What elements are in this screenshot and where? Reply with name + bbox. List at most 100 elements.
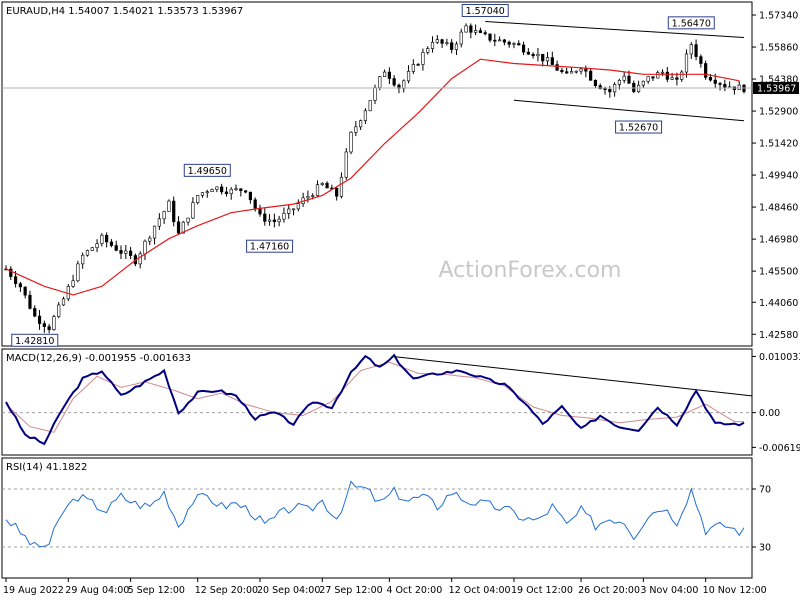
candle-body [459, 31, 463, 45]
candle-body [512, 43, 516, 45]
candle-body [608, 89, 612, 93]
candle-body [507, 41, 511, 45]
candle-body [550, 57, 554, 65]
candle-body [47, 326, 51, 330]
candle-body [349, 132, 353, 153]
candle-body [713, 79, 717, 84]
y-tick-label: 1.42580 [759, 330, 798, 341]
candle-body [521, 44, 526, 53]
candle-body [704, 63, 708, 78]
candle-body [42, 323, 46, 327]
candle-body [359, 120, 363, 128]
candle-body [723, 84, 727, 88]
candle-body [162, 211, 166, 220]
candle-body [440, 39, 444, 44]
candle-body [105, 234, 109, 243]
x-tick-label: 3 Nov 04:00 [640, 585, 698, 596]
axes: 1.57340 1.55860 1.54380 1.52900 1.51420 1.499… [3, 11, 800, 596]
y-tick-label: 1.51420 [759, 139, 798, 150]
candle-body [617, 80, 622, 85]
candle-body [272, 219, 276, 222]
x-tick-label: 4 Oct 20:00 [386, 585, 442, 596]
candle-body [210, 189, 214, 192]
candle-body [205, 191, 209, 193]
last-price-label: 1.53967 [757, 83, 796, 94]
x-tick-label: 20 Sep 04:00 [257, 585, 320, 596]
candle-body [622, 75, 626, 81]
candle-body [109, 241, 114, 246]
candle-body [416, 64, 420, 66]
y-tick-label: 1.54380 [759, 75, 798, 86]
y-tick-label: 1.57340 [759, 11, 798, 22]
candle-body [90, 247, 94, 251]
price-annotation-box [183, 163, 231, 177]
candle-body [574, 70, 578, 73]
candle-body [191, 202, 195, 219]
candle-body [57, 304, 61, 317]
rsi-tick-label: 70 [759, 485, 771, 496]
candle-body [335, 188, 339, 197]
y-tick-label: 1.44060 [759, 298, 798, 309]
price-annotation-box [667, 16, 715, 30]
candle-body [282, 213, 286, 220]
candle-body [291, 208, 296, 211]
candle-body [23, 286, 27, 296]
macd-main-line [5, 353, 745, 446]
candle-body [224, 191, 229, 195]
candle-body [373, 87, 377, 101]
candle-body [665, 71, 669, 80]
candle-body [378, 76, 382, 88]
y-tick-label: 1.55860 [759, 43, 798, 54]
x-tick-label: 26 Oct 20:00 [578, 585, 640, 596]
channel-trendline [485, 21, 745, 39]
rsi-tick-label: 30 [759, 543, 771, 554]
candle-body [320, 182, 324, 185]
candle-body [435, 39, 439, 43]
candle-body [646, 76, 650, 82]
x-tick-label: 12 Oct 04:00 [449, 585, 511, 596]
x-tick-label: 12 Sep 20:00 [195, 585, 258, 596]
watermark: ActionForex.com [439, 258, 622, 283]
candle-body [684, 53, 689, 73]
candle-body [483, 32, 487, 35]
candle-body [157, 218, 161, 227]
candle-body [200, 192, 205, 196]
candle-body [737, 84, 741, 91]
candle-body [536, 53, 540, 57]
candle-body [167, 200, 171, 212]
candle-body [71, 280, 75, 287]
channel-trendline [513, 99, 745, 122]
candle-body [430, 41, 435, 49]
candle-body [469, 25, 473, 33]
macd-signal-line [5, 361, 744, 433]
candle-body [76, 263, 80, 282]
candle-body [325, 182, 329, 189]
macd-label: MACD(12,26,9) -0.001955 -0.001633 [6, 353, 191, 364]
candle-body [656, 72, 660, 79]
candle-body [148, 237, 152, 242]
candle-body [215, 186, 219, 190]
candle-body [248, 191, 253, 201]
candle-body [450, 42, 454, 50]
candle-body [406, 71, 411, 82]
candle-body [579, 68, 583, 72]
candle-body [234, 188, 238, 191]
candle-body [670, 77, 674, 80]
candle-body [172, 200, 176, 223]
candle-body [699, 56, 703, 64]
candle-body [296, 203, 300, 210]
moving-average-line [5, 58, 740, 296]
candle-body [708, 77, 713, 81]
candle-body [124, 250, 128, 254]
y-tick-label: 1.49940 [759, 171, 798, 182]
candle-body [555, 64, 559, 71]
candle-body [517, 43, 521, 46]
candle-body [196, 195, 200, 203]
x-tick-label: 29 Aug 04:00 [65, 585, 129, 596]
candle-body [541, 53, 545, 62]
candle-body [143, 240, 147, 255]
candle-body [445, 42, 449, 44]
candle-body [37, 315, 42, 324]
macd-panel-frame [1, 348, 753, 456]
candle-body [603, 88, 607, 91]
